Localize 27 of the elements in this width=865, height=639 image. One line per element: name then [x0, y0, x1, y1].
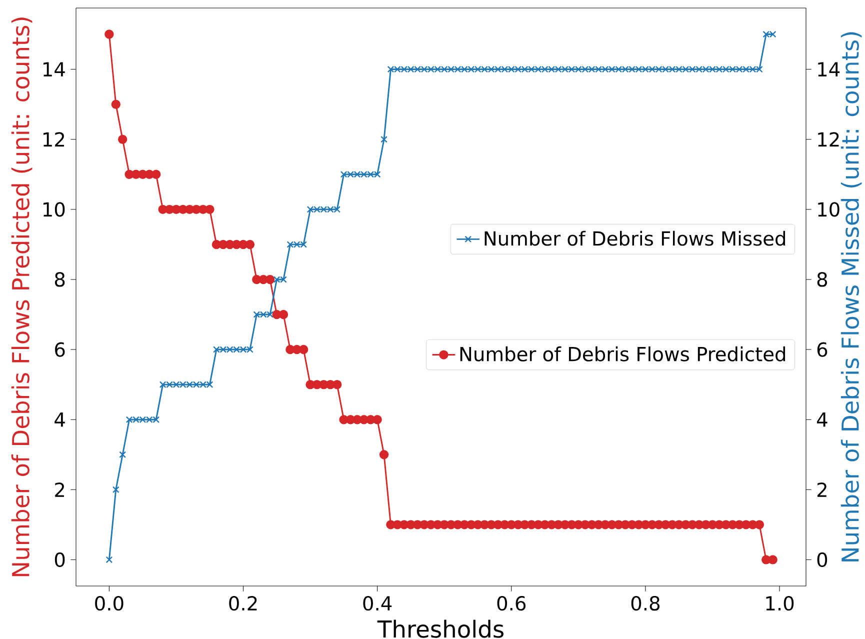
y2-tick-label: 2 [817, 482, 826, 497]
y2-tick-label: 0 [817, 552, 828, 568]
x-tick-label: 0.2 [229, 596, 257, 611]
x-tick-label: 0.8 [631, 596, 660, 611]
y2-tick-label: 6 [817, 342, 828, 357]
x-tick-label: 0.0 [95, 596, 124, 611]
y2-tick-label: 8 [817, 272, 828, 287]
x-tick-label: 0.4 [363, 596, 392, 611]
y-axis-title: Number of Debris Flows Predicted (unit: counts) [11, 18, 32, 576]
legend-label: Number of Debris Flows Predicted [460, 346, 786, 362]
y2-tick-label: 14 [818, 62, 840, 76]
y-tick-label: 10 [43, 202, 65, 217]
y-tick-label: 14 [43, 62, 65, 76]
y-tick-label: 6 [55, 342, 65, 357]
y-tick-label: 12 [43, 132, 64, 147]
legend-label: Number of Debris Flows Missed [484, 230, 786, 246]
x-tick-label: 1.0 [766, 596, 794, 611]
x-tick-label: 0.6 [497, 596, 526, 611]
y-tick-label: 0 [54, 552, 65, 568]
x-axis-title: Thresholds [377, 620, 504, 638]
y-tick-label: 2 [55, 482, 64, 497]
y-tick-label: 4 [54, 412, 65, 427]
y-tick-label: 8 [54, 272, 65, 287]
y2-axis-title: Number of Debris Flows Missed (unit: counts) [840, 32, 862, 562]
y2-tick-label: 4 [816, 412, 828, 427]
y2-tick-label: 10 [818, 202, 840, 217]
y2-tick-label: 12 [818, 132, 839, 147]
